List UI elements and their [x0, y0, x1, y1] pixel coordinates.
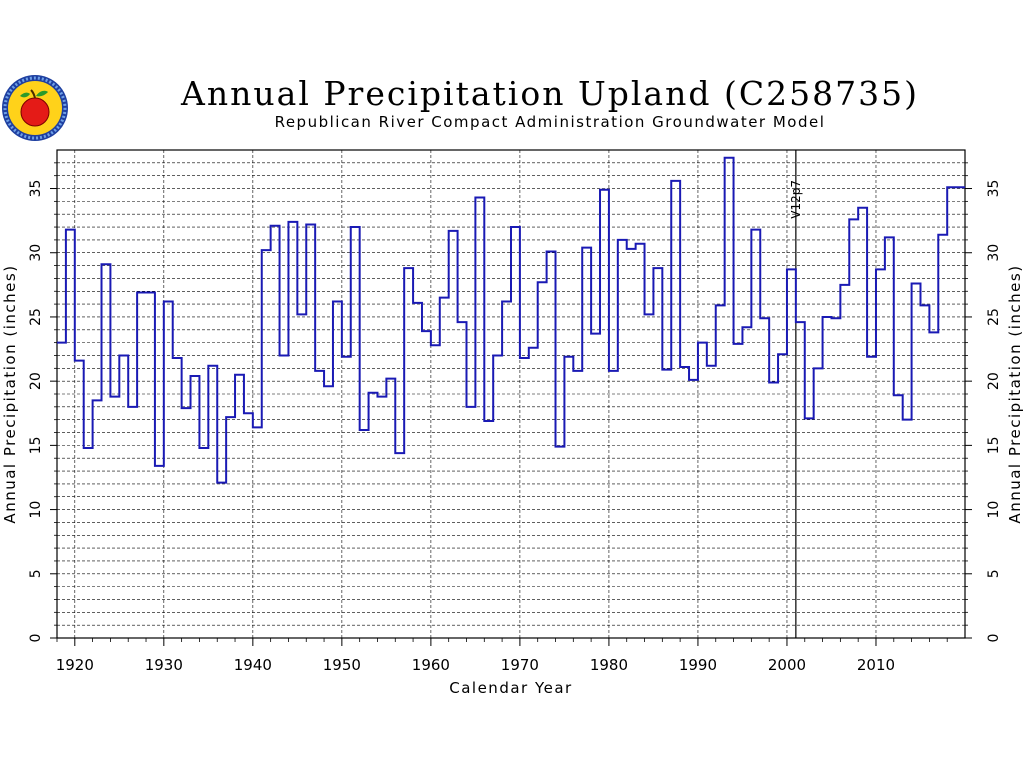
y-tick-label-right: 15 [986, 436, 1002, 454]
x-tick-label: 1960 [412, 656, 450, 674]
x-tick-label: 1940 [234, 656, 272, 674]
y-tick-label-left: 20 [28, 372, 44, 390]
y-tick-label-left: 35 [28, 180, 44, 198]
x-tick-label: 2010 [857, 656, 895, 674]
y-tick-label-left: 15 [28, 436, 44, 454]
x-tick-label: 1920 [56, 656, 94, 674]
y-axis-label-right: Annual Precipitation (inches) [1006, 264, 1024, 523]
y-tick-label-left: 0 [28, 634, 44, 643]
x-tick-label: 1950 [323, 656, 361, 674]
x-axis-label: Calendar Year [449, 679, 572, 697]
annotation-label: V12p7 [789, 180, 803, 219]
y-tick-label-right: 10 [986, 501, 1002, 519]
series-layer [57, 156, 965, 484]
chart-title: Annual Precipitation Upland (C258735) [181, 74, 919, 113]
y-tick-label-right: 5 [986, 569, 1002, 578]
y-axis-label-left: Annual Precipitation (inches) [1, 264, 19, 523]
rrca-seal-logo [2, 75, 68, 141]
y-tick-label-right: 20 [986, 372, 1002, 390]
x-tick-label: 2000 [768, 656, 806, 674]
y-tick-label-right: 35 [986, 180, 1002, 198]
x-tick-label: 1930 [145, 656, 183, 674]
axis-ticks: 0 0 5 5 10 10 15 15 20 20 25 25 30 30 35 35 1920 1930 1940… [28, 162, 1002, 674]
y-tick-label-right: 25 [986, 308, 1002, 326]
annotation-layer: V12p7 [789, 150, 803, 638]
x-tick-label: 1990 [679, 656, 717, 674]
y-tick-label-right: 0 [986, 634, 1002, 643]
chart-subtitle: Republican River Compact Administration … [274, 113, 826, 131]
x-tick-label: 1980 [590, 656, 628, 674]
y-tick-label-left: 25 [28, 308, 44, 326]
x-tick-label: 1970 [501, 656, 539, 674]
y-tick-label-right: 30 [986, 244, 1002, 262]
y-tick-label-left: 30 [28, 244, 44, 262]
precipitation-series-line [57, 156, 965, 484]
y-tick-label-left: 5 [28, 569, 44, 578]
grid-lines [57, 150, 965, 638]
y-tick-label-left: 10 [28, 501, 44, 519]
